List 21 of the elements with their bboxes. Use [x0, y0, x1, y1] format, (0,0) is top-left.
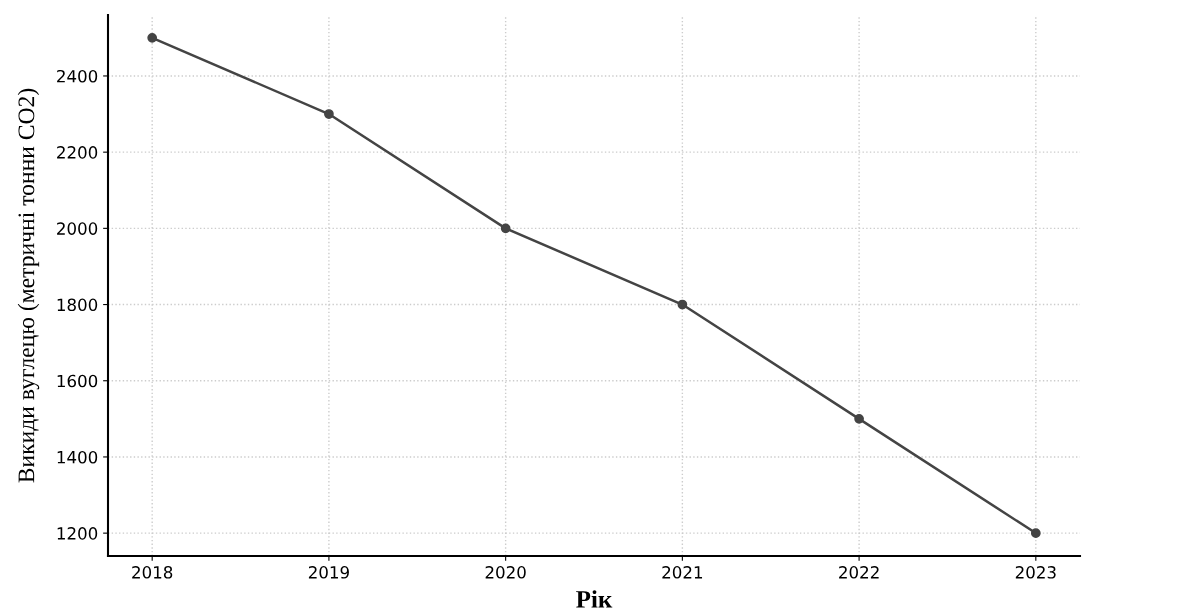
- point: [854, 413, 864, 424]
- x-axis-title: Рік: [576, 590, 613, 608]
- x-tick-label: 2018: [132, 566, 173, 579]
- x-tick-label: 2021: [662, 566, 703, 579]
- y-tick-label: 1600: [57, 374, 98, 388]
- x-tick-label: 2020: [485, 566, 526, 579]
- y-tick-label: 1400: [57, 450, 98, 464]
- y-tick-label: 1200: [57, 527, 98, 540]
- y-axis-title: Викиди вуглецю (метричні тонни CO2): [17, 88, 40, 483]
- point: [324, 109, 334, 119]
- y-tick-label: 2400: [57, 69, 98, 83]
- point: [1030, 528, 1041, 539]
- x-tick-label: 2023: [1015, 566, 1056, 579]
- point: [677, 299, 688, 310]
- y-tick-label: 2000: [57, 222, 98, 235]
- point: [500, 223, 511, 234]
- point: [147, 32, 158, 43]
- y-tick-label: 2200: [57, 146, 98, 159]
- x-tick-label: 2022: [839, 566, 879, 579]
- y-tick-label: 1800: [57, 298, 98, 312]
- x-tick-label: 2019: [308, 566, 349, 579]
